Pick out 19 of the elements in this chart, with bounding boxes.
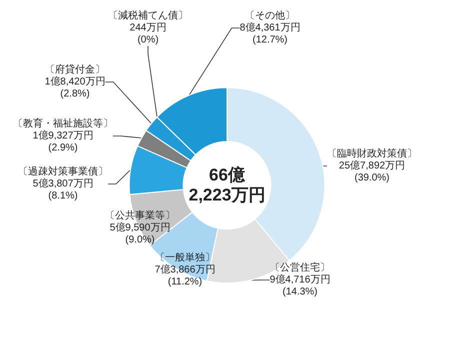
text: 66億 2,223万円 bbox=[188, 166, 266, 205]
data-label: 8億4,361万円 (12.7%) bbox=[240, 22, 300, 46]
data-label: 5億9,590万円 (9.0%) bbox=[110, 222, 170, 246]
slice-label: 〔一般単独〕 bbox=[155, 252, 215, 264]
data-label: 7億3,866万円 (11.2%) bbox=[154, 264, 216, 288]
category-label: 〔減税補てん債〕 bbox=[108, 10, 188, 22]
data-label: 1億9,327万円 (2.9%) bbox=[32, 130, 94, 154]
data-label: 25億7,892万円 (39.0%) bbox=[338, 160, 406, 184]
data-label: 5億3,807万円 (8.1%) bbox=[32, 178, 94, 202]
slice-label: 〔その他〕 bbox=[245, 10, 295, 22]
slice-label: 〔過疎対策事業債〕 bbox=[18, 166, 108, 178]
slice-label: 〔教育・福祉施設等〕 bbox=[13, 118, 113, 130]
slice-label: 〔臨時財政対策債〕 bbox=[327, 148, 417, 160]
slice-label: 〔公営住宅〕 bbox=[270, 262, 330, 274]
slice-label: 〔公共事業等〕 bbox=[105, 210, 175, 222]
slice-label: 〔府貸付金〕 bbox=[45, 64, 105, 76]
data-label: 1億8,420万円 (2.8%) bbox=[44, 76, 106, 100]
data-label: 9億4,716万円 (14.3%) bbox=[270, 274, 330, 298]
text: 244万円 (0%) bbox=[130, 22, 166, 46]
